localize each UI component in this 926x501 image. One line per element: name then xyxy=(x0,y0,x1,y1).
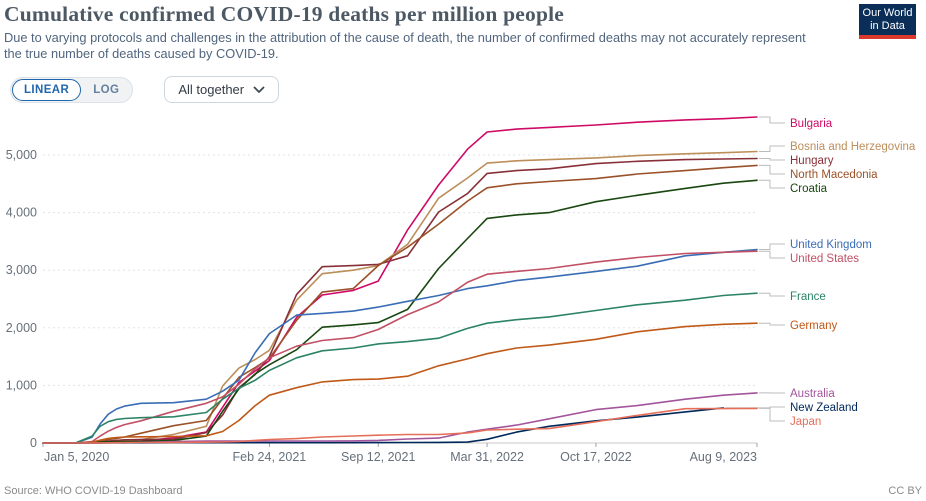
series-line-germany[interactable] xyxy=(42,322,758,444)
legend-connector-north-macedonia xyxy=(759,164,785,175)
entity-dropdown-value: All together xyxy=(178,82,245,97)
legend-label-france[interactable]: France xyxy=(790,291,826,303)
legend-label-new-zealand[interactable]: New Zealand xyxy=(790,402,858,414)
legend-connector-japan xyxy=(759,407,785,422)
legend-label-australia[interactable]: Australia xyxy=(790,388,835,400)
source-note: Source: WHO COVID-19 Dashboard xyxy=(4,485,183,497)
series-line-bulgaria[interactable] xyxy=(42,116,758,444)
legend-label-north-macedonia[interactable]: North Macedonia xyxy=(790,169,878,181)
series-line-japan[interactable] xyxy=(42,407,758,444)
series-line-north-macedonia[interactable] xyxy=(42,164,758,444)
legend-connector-hungary xyxy=(759,158,785,161)
series-line-united-states[interactable] xyxy=(42,250,758,444)
legend-connector-united-states xyxy=(759,250,785,259)
chart-controls: LINEAR LOG All together xyxy=(10,76,280,103)
y-tick-label: 0 xyxy=(30,436,37,450)
chart-footer: Source: WHO COVID-19 Dashboard CC BY xyxy=(4,485,922,497)
legend-label-united-kingdom[interactable]: United Kingdom xyxy=(790,239,872,251)
legend-label-croatia[interactable]: Croatia xyxy=(790,183,828,195)
legend-label-bulgaria[interactable]: Bulgaria xyxy=(790,118,833,130)
page-title: Cumulative confirmed COVID-19 deaths per… xyxy=(4,2,565,26)
series-line-croatia[interactable] xyxy=(42,179,758,444)
legend-label-hungary[interactable]: Hungary xyxy=(790,155,834,167)
series-line-hungary[interactable] xyxy=(42,157,758,444)
y-tick-label: 5,000 xyxy=(6,148,37,162)
x-tick-label: Sep 12, 2021 xyxy=(341,450,415,464)
chart-subtitle: Due to varying protocols and challenges … xyxy=(4,30,806,61)
y-tick-label: 1,000 xyxy=(6,378,37,392)
legend-connector-bosnia-and-herzegovina xyxy=(759,145,785,152)
legend-connector-united-kingdom xyxy=(759,243,785,250)
series-line-bosnia-and-herzegovina[interactable] xyxy=(42,150,758,444)
legend-connector-france xyxy=(759,292,785,297)
owid-logo-line1: Our World xyxy=(862,7,913,19)
legend-label-japan[interactable]: Japan xyxy=(790,416,821,428)
legend-label-bosnia-and-herzegovina[interactable]: Bosnia and Herzegovina xyxy=(790,141,916,153)
legend-label-united-states[interactable]: United States xyxy=(790,253,859,265)
y-tick-label: 4,000 xyxy=(6,206,37,220)
legend-connector-bulgaria xyxy=(759,116,785,124)
legend-connector-croatia xyxy=(759,179,785,189)
linear-button[interactable]: LINEAR xyxy=(12,78,82,101)
scale-toggle: LINEAR LOG xyxy=(10,76,134,103)
legend-label-germany[interactable]: Germany xyxy=(790,320,838,332)
chart-area: 0 1,000 2,000 3,000 4,000 5,000 Jan 5, 2020 Feb… xyxy=(0,85,926,482)
series-line-france[interactable] xyxy=(42,292,758,444)
owid-logo-line2: in Data xyxy=(870,20,905,32)
chevron-down-icon xyxy=(253,86,265,93)
series-line-new-zealand[interactable] xyxy=(42,407,725,444)
y-tick-label: 3,000 xyxy=(6,263,37,277)
x-tick-label: Jan 5, 2020 xyxy=(44,450,109,464)
y-tick-label: 2,000 xyxy=(6,321,37,335)
license-link[interactable]: CC BY xyxy=(888,485,922,497)
chart-canvas[interactable]: 0 1,000 2,000 3,000 4,000 5,000 Jan 5, 2020 Feb… xyxy=(0,85,926,477)
entity-dropdown[interactable]: All together xyxy=(164,76,280,103)
x-tick-label: Feb 24, 2021 xyxy=(233,450,307,464)
log-button[interactable]: LOG xyxy=(93,83,120,96)
owid-logo[interactable]: Our World in Data xyxy=(859,4,916,39)
x-tick-label: Oct 17, 2022 xyxy=(560,450,632,464)
x-tick-label: Aug 9, 2023 xyxy=(690,450,757,464)
legend-connector-germany xyxy=(759,322,785,326)
x-tick-label: Mar 31, 2022 xyxy=(450,450,524,464)
series-line-united-kingdom[interactable] xyxy=(42,248,758,444)
